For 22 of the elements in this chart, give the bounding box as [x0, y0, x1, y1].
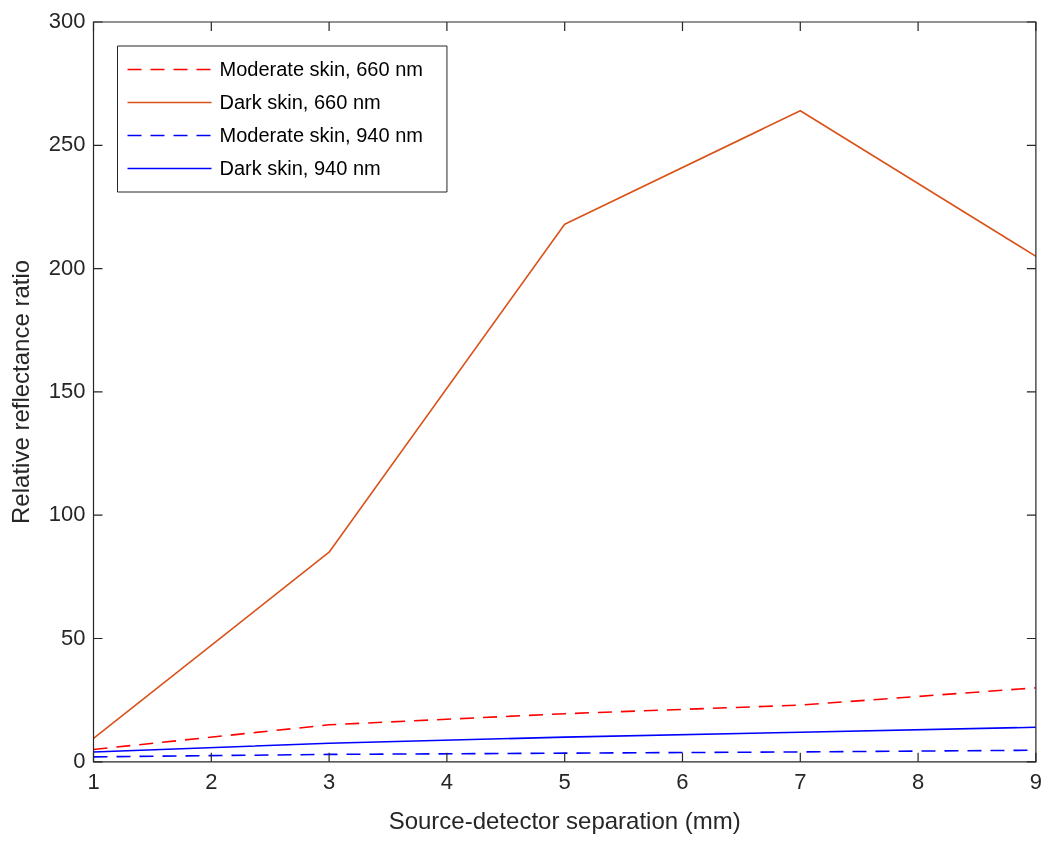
y-tick-label: 0: [73, 747, 86, 773]
x-tick-label: 1: [87, 769, 100, 795]
y-tick-label: 150: [48, 377, 86, 403]
legend-label: Dark skin, 940 nm: [219, 157, 381, 180]
legend-label: Moderate skin, 660 nm: [219, 58, 423, 81]
x-tick-label: 5: [558, 769, 571, 795]
x-tick-label: 9: [1029, 769, 1043, 795]
x-tick-label: 7: [794, 769, 807, 795]
x-tick-label: 3: [322, 769, 336, 795]
x-tick-label: 8: [911, 769, 925, 795]
x-tick-label: 6: [676, 769, 689, 795]
y-tick-label: 300: [48, 8, 86, 34]
y-axis-title: Relative reflectance ratio: [7, 259, 35, 524]
legend-label: Dark skin, 660 nm: [219, 91, 381, 114]
x-axis-title: Source-detector separation (mm): [388, 807, 741, 835]
y-tick-label: 50: [61, 624, 86, 650]
y-tick-label: 200: [48, 254, 86, 280]
legend-label: Moderate skin, 940 nm: [219, 124, 423, 147]
y-tick-label: 100: [48, 501, 86, 527]
x-tick-label: 4: [440, 769, 454, 795]
x-tick-label: 2: [205, 769, 218, 795]
y-tick-label: 250: [48, 131, 86, 157]
